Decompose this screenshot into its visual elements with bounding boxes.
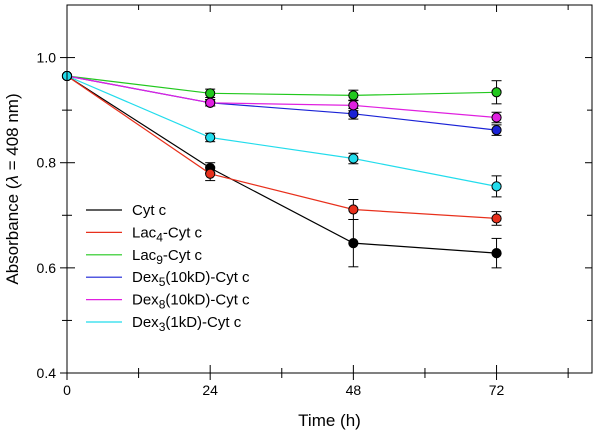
- x-tick-label: 72: [489, 382, 505, 398]
- x-tick-label: 0: [63, 382, 71, 398]
- data-point: [491, 125, 502, 136]
- series-line: [66, 75, 497, 187]
- data-point: [348, 90, 359, 101]
- legend-label: Dex8(10kD)-Cyt c: [132, 292, 250, 312]
- x-tick-label: 48: [346, 382, 362, 398]
- data-point: [205, 88, 216, 99]
- data-point: [348, 100, 359, 111]
- y-axis-title-prefix: Absorbance (: [3, 183, 22, 284]
- data-point: [491, 248, 502, 259]
- series-line: [66, 75, 497, 254]
- data-point: [348, 108, 359, 119]
- y-tick-label: 0.6: [37, 260, 57, 276]
- series-line: [66, 75, 497, 119]
- data-point: [348, 204, 359, 215]
- data-point: [491, 181, 502, 192]
- series-group: [61, 70, 502, 269]
- legend-label: Cyt c: [132, 202, 167, 219]
- y-tick-label: 1.0: [37, 50, 57, 66]
- series-line: [66, 75, 497, 219]
- data-point: [348, 238, 359, 249]
- y-axis-title-lambda: λ: [3, 175, 22, 184]
- legend-label: Dex5(10kD)-Cyt c: [132, 269, 250, 289]
- legend-label: Dex3(1kD)-Cyt c: [132, 314, 242, 334]
- legend-label: Lac9-Cyt c: [132, 247, 203, 267]
- data-point: [491, 213, 502, 224]
- y-axis-title-suffix: = 408 nm): [3, 93, 22, 175]
- data-point: [205, 132, 216, 143]
- plot-frame: [66, 4, 593, 374]
- axis-ticks: 0 24 48 72 0.4 0.6 0.8 1.0: [37, 5, 592, 398]
- data-point: [348, 153, 359, 164]
- data-point: [205, 97, 216, 108]
- x-tick-label: 24: [202, 382, 218, 398]
- x-axis-title: Time (h): [298, 411, 361, 430]
- legend: Cyt c Lac4-Cyt c Lac9-Cyt cDex5(10kD)-Cyt …: [86, 202, 250, 334]
- data-point: [491, 87, 502, 98]
- y-tick-label: 0.4: [37, 365, 57, 381]
- series-line: [66, 75, 497, 97]
- legend-label: Lac4-Cyt c: [132, 224, 203, 244]
- y-tick-label: 0.8: [37, 155, 57, 171]
- data-point: [491, 112, 502, 123]
- data-point: [205, 168, 216, 179]
- y-axis-title: Absorbance (λ = 408 nm): [3, 93, 22, 284]
